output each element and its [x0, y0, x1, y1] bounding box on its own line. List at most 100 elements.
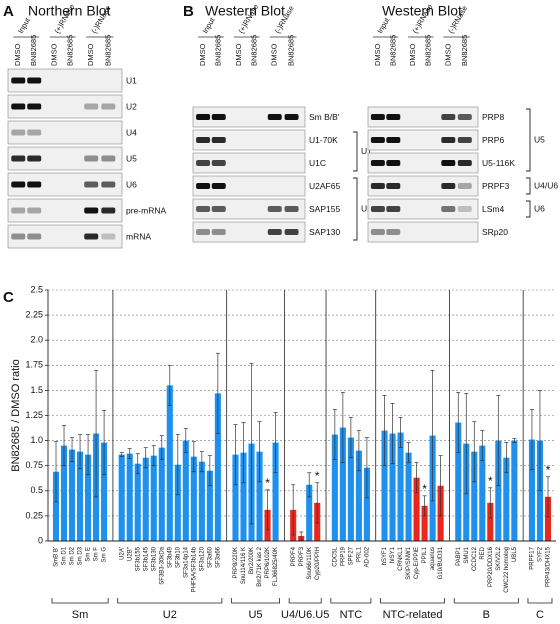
row-bracket — [526, 177, 531, 195]
band — [370, 229, 385, 235]
panel-title: Northern Blot — [28, 3, 111, 19]
band — [211, 183, 226, 189]
band — [370, 160, 385, 166]
blot-strip — [192, 152, 306, 174]
bar — [232, 454, 239, 541]
blot-strip — [7, 146, 123, 171]
row-label: PRP8 — [482, 112, 504, 122]
band — [101, 155, 116, 162]
blot-strip — [192, 198, 306, 220]
band — [267, 114, 282, 120]
band — [457, 206, 472, 212]
row-label: Sm B/B' — [309, 112, 340, 122]
band — [370, 183, 385, 189]
bar — [503, 457, 510, 541]
y-tick-label: 1.5 — [30, 385, 43, 395]
lane-label: BN82685 — [388, 35, 397, 66]
group-label: NTC-related — [383, 609, 443, 621]
group-bracket — [330, 598, 372, 604]
lane-label: DMSO — [86, 43, 95, 66]
bar — [142, 457, 149, 541]
significance-mark: * — [546, 463, 551, 477]
group-bracket — [51, 598, 109, 604]
x-tick-label: SF3b10 — [175, 546, 181, 568]
row-label: U6 — [126, 179, 137, 189]
band — [11, 207, 26, 214]
group-label: Sm — [72, 609, 89, 621]
bar — [158, 447, 165, 541]
bar — [413, 477, 420, 541]
band — [211, 114, 226, 120]
x-tick-label: SF3b130 — [151, 546, 157, 571]
band — [457, 137, 472, 143]
band — [84, 103, 99, 110]
x-tick-label: Sm D1 — [62, 546, 68, 565]
band — [386, 160, 401, 166]
x-tick-label: SF3a14p14 — [183, 546, 189, 578]
band — [27, 129, 42, 136]
x-tick-label: SF3b145 — [143, 546, 149, 571]
group-label: C — [536, 609, 544, 621]
lane-label: DMSO — [270, 43, 279, 66]
bar — [405, 452, 412, 541]
group-label: NTC — [340, 609, 363, 621]
bar — [487, 502, 494, 541]
row-label: PRP6 — [482, 135, 504, 145]
blot-strip — [7, 68, 123, 93]
band — [211, 137, 226, 143]
blot-strip — [7, 94, 123, 119]
lane-label: BN82685 — [66, 35, 75, 66]
x-tick-label: PPIL1 — [422, 546, 428, 563]
x-tick-label: PRP8/220K — [233, 547, 239, 578]
band — [101, 181, 116, 188]
row-label: SAP155 — [309, 204, 340, 214]
x-tick-label: SF3B3-30kDa — [159, 546, 165, 584]
band — [386, 114, 401, 120]
row-label: U1-70K — [309, 135, 338, 145]
band — [11, 129, 26, 136]
bar — [331, 434, 338, 541]
blot-strip — [192, 129, 306, 151]
row-label: SAP130 — [309, 227, 340, 237]
row-label: U2 — [126, 101, 137, 111]
band — [211, 160, 226, 166]
bar — [272, 442, 279, 541]
x-tick-label: G10/BUD31 — [438, 546, 444, 579]
band — [196, 229, 211, 235]
x-tick-label: CWC22 homolog — [504, 547, 510, 593]
band — [211, 229, 226, 235]
band — [11, 181, 26, 188]
x-tick-label: Brr2/71K kas 2 — [257, 546, 263, 586]
x-tick-label: Brr2/200K — [249, 547, 255, 574]
x-tick-label: PRPF3 — [299, 546, 305, 566]
lane-label: DMSO — [13, 43, 22, 66]
bracket-label: U1 — [361, 146, 372, 156]
bar — [495, 440, 502, 541]
group-bracket — [380, 598, 446, 604]
bar — [166, 385, 173, 541]
band — [267, 229, 282, 235]
blot-strip — [367, 198, 479, 220]
blot-strip — [7, 224, 123, 249]
x-tick-label: U2A' — [119, 547, 125, 560]
x-tick-label: PABP1 — [456, 546, 462, 566]
x-tick-label: Sm D3 — [78, 546, 84, 565]
x-tick-label: PRL1 — [356, 546, 362, 562]
band — [441, 160, 456, 166]
bar — [421, 505, 428, 541]
bar — [339, 427, 346, 541]
x-tick-label: CRNKL1 — [398, 546, 404, 570]
panel-letter: B — [183, 3, 194, 20]
x-tick-label: FLJ66825/40K — [273, 547, 279, 586]
band — [27, 77, 42, 84]
significance-mark: * — [265, 476, 270, 490]
row-label: U1 — [126, 75, 137, 85]
group-bracket — [231, 598, 280, 604]
panel-title: Western Blot — [205, 3, 285, 19]
bar — [544, 496, 552, 541]
row-label: mRNA — [126, 231, 151, 241]
band — [441, 114, 456, 120]
bracket-label: U4/U6 — [534, 180, 558, 190]
band — [101, 103, 116, 110]
blot-strip — [7, 172, 123, 197]
